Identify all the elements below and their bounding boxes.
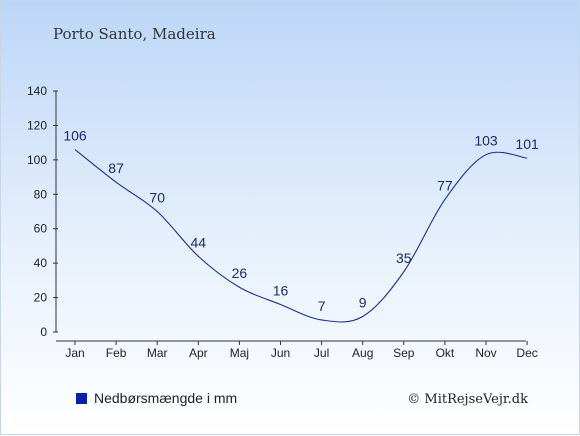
x-tick-label: Sep <box>393 346 415 360</box>
data-label: 70 <box>149 190 165 206</box>
x-axis-ticks: Jan Feb Mar Apr Maj Jun Jul Aug Sep Okt Nov Dec <box>65 341 538 360</box>
data-label: 87 <box>108 160 124 176</box>
data-label: 9 <box>359 295 367 311</box>
legend-swatch <box>76 393 87 404</box>
legend-label: Nedbørsmængde i mm <box>94 390 237 406</box>
data-labels: 106 87 70 44 26 16 7 9 35 77 103 101 <box>63 128 539 314</box>
data-label: 101 <box>515 136 539 152</box>
chart-title: Porto Santo, Madeira <box>53 25 216 43</box>
data-label: 7 <box>318 298 326 314</box>
x-tick-label: Jul <box>314 346 329 360</box>
y-tick-label: 120 <box>27 118 47 132</box>
data-label: 26 <box>232 265 248 281</box>
y-tick-label: 0 <box>40 325 47 339</box>
x-tick-label: Mar <box>147 346 168 360</box>
y-tick-label: 60 <box>34 222 48 236</box>
x-tick-label: Aug <box>352 346 373 360</box>
y-tick-label: 40 <box>34 256 48 270</box>
x-tick-label: Maj <box>230 346 249 360</box>
data-label: 44 <box>191 234 207 250</box>
data-label: 103 <box>474 133 498 149</box>
series-line <box>74 149 528 323</box>
x-tick-label: Jun <box>271 346 290 360</box>
x-tick-label: Nov <box>475 346 496 360</box>
x-tick-label: Jan <box>65 346 84 360</box>
y-axis-ticks: 0 20 40 60 80 100 120 140 <box>27 84 58 339</box>
y-tick-label: 100 <box>27 153 47 167</box>
credit-text[interactable]: © MitRejseVejr.dk <box>407 392 528 407</box>
y-tick-label: 140 <box>27 84 47 98</box>
y-tick-label: 20 <box>34 291 48 305</box>
data-label: 77 <box>437 177 453 193</box>
x-tick-label: Okt <box>436 346 455 360</box>
x-tick-label: Dec <box>516 346 537 360</box>
data-label: 106 <box>63 128 87 144</box>
data-label: 16 <box>273 282 289 298</box>
data-label: 35 <box>396 250 412 266</box>
x-tick-label: Apr <box>189 346 208 360</box>
x-tick-label: Feb <box>106 346 127 360</box>
y-tick-label: 80 <box>34 187 48 201</box>
